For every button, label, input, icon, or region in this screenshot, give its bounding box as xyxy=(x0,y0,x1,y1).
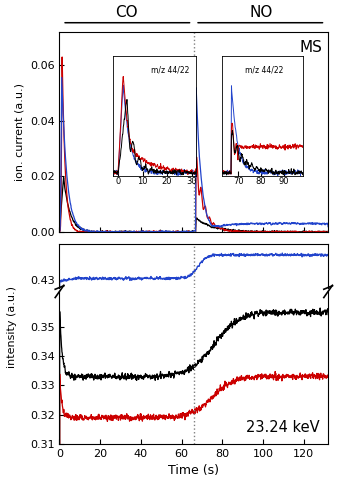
Text: MS: MS xyxy=(300,40,323,55)
X-axis label: Time (s): Time (s) xyxy=(168,465,219,477)
Y-axis label: ion. current (a.u.): ion. current (a.u.) xyxy=(14,83,24,181)
Text: NO: NO xyxy=(249,5,273,20)
Text: CO: CO xyxy=(115,5,138,20)
Text: 23.24 keV: 23.24 keV xyxy=(246,420,320,435)
Text: intensity (a.u.): intensity (a.u.) xyxy=(7,286,17,368)
